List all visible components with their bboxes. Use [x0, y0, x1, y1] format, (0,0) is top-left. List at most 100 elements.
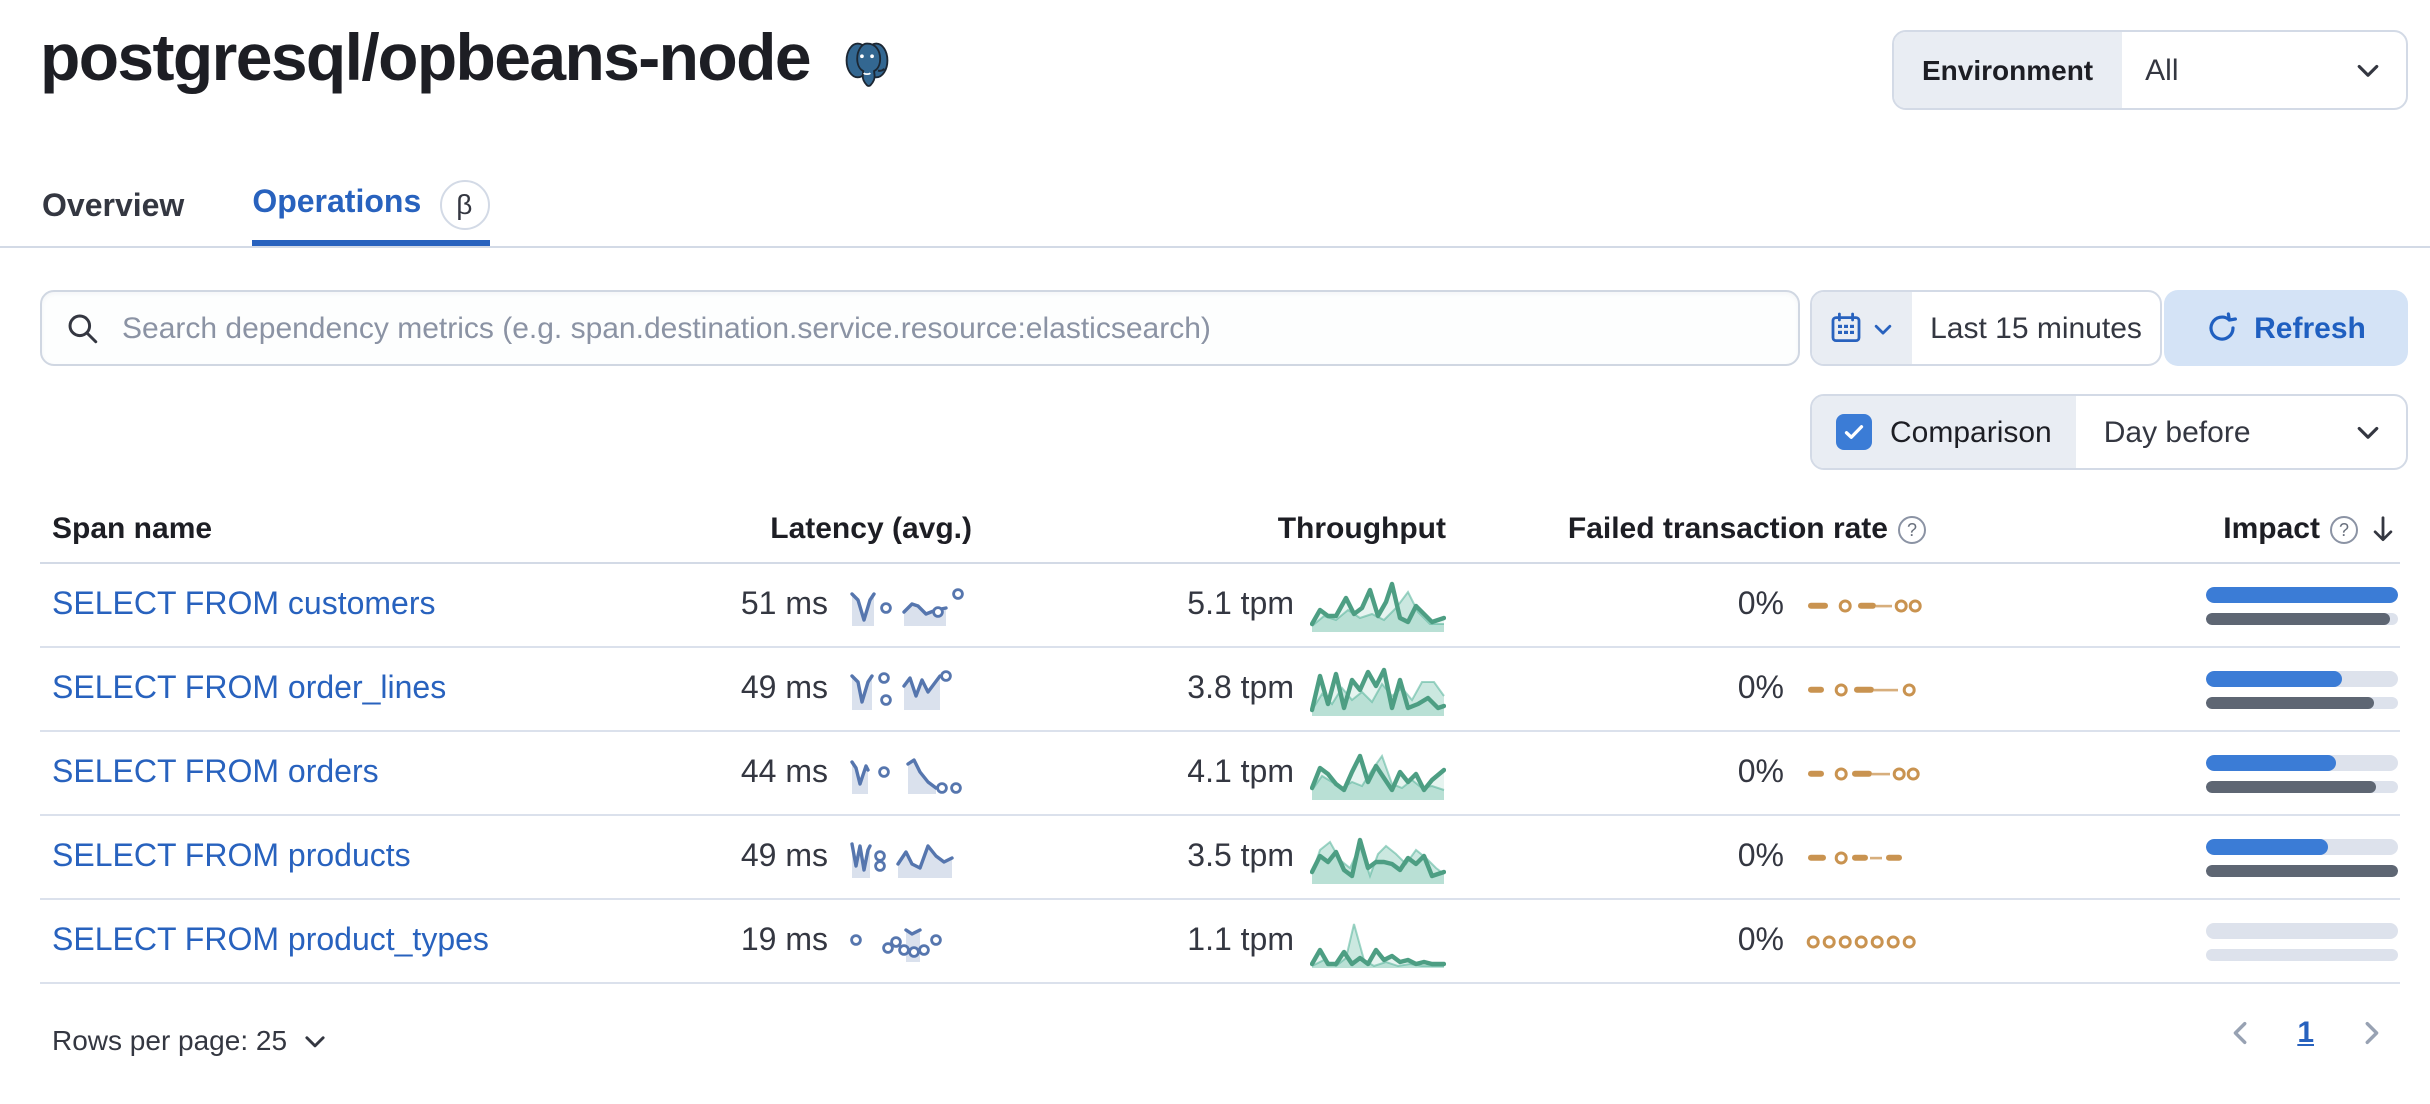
environment-value: All: [2145, 53, 2179, 87]
latency-value: 44 ms: [740, 755, 828, 789]
latency-sparkline: [850, 841, 954, 877]
quick-select-menu[interactable]: [1812, 292, 1912, 364]
latency-sparkline: [850, 927, 942, 961]
comparison-control: Comparison Day before: [1810, 394, 2408, 470]
table-row: SELECT FROM order_lines 49 ms 3.8 tpm 0%: [40, 648, 2400, 732]
failed-rate-sparkline: [1808, 850, 1902, 864]
rows-per-page-button[interactable]: Rows per page: 25: [52, 1024, 327, 1056]
table-body: SELECT FROM customers 51 ms 5.1 tpm 0% S…: [40, 564, 2400, 984]
span-name-cell: SELECT FROM orders: [52, 732, 379, 814]
table-row: SELECT FROM products 49 ms 3.5 tpm 0%: [40, 816, 2400, 900]
impact-cell: [2206, 754, 2398, 792]
comparison-checkbox[interactable]: [1836, 414, 1872, 450]
impact-cell: [2206, 586, 2398, 624]
latency-cell: 51 ms: [741, 564, 972, 646]
next-page-button[interactable]: [2356, 1018, 2386, 1048]
page-number-1[interactable]: 1: [2297, 1016, 2314, 1050]
comparison-value: Day before: [2103, 415, 2251, 449]
table-row: SELECT FROM customers 51 ms 5.1 tpm 0%: [40, 564, 2400, 648]
refresh-button[interactable]: Refresh: [2164, 290, 2408, 366]
postgresql-elephant-icon: [845, 42, 889, 87]
table-header-row: Span name Latency (avg.) Throughput Fail…: [40, 500, 2400, 564]
impact-bar-current: [2206, 754, 2398, 770]
calendar-icon: [1831, 312, 1861, 342]
latency-value: 49 ms: [740, 839, 828, 873]
impact-cell: [2206, 922, 2398, 960]
help-icon[interactable]: ?: [1898, 515, 1926, 543]
latency-value: 19 ms: [740, 923, 828, 957]
failed-rate-sparkline: [1808, 598, 1922, 612]
tab-overview[interactable]: Overview: [42, 189, 185, 223]
failed-rate-value: 0%: [1737, 839, 1784, 873]
span-name-cell: SELECT FROM products: [52, 816, 411, 898]
column-header-failed-rate: Failed transaction rate ?: [1568, 512, 1926, 546]
tab-operations[interactable]: Operations β: [252, 168, 490, 246]
search-icon: [68, 313, 98, 343]
failed-rate-value: 0%: [1737, 923, 1784, 957]
environment-label: Environment: [1894, 32, 2122, 108]
latency-sparkline: [850, 669, 952, 709]
throughput-cell: 3.8 tpm: [1187, 648, 1446, 730]
table-row: SELECT FROM orders 44 ms 4.1 tpm 0%: [40, 732, 2400, 816]
impact-bar-current: [2206, 586, 2398, 602]
dependency-title: postgresql/opbeans-node: [40, 20, 812, 94]
latency-cell: 44 ms: [741, 732, 972, 814]
throughput-cell: 4.1 tpm: [1187, 732, 1446, 814]
chevron-down-icon: [2357, 426, 2379, 439]
chevron-down-icon: [2357, 64, 2379, 77]
latency-cell: 49 ms: [741, 648, 972, 730]
throughput-sparkline: [1310, 752, 1446, 799]
latency-sparkline: [850, 757, 962, 793]
impact-bar-previous: [2206, 696, 2398, 708]
span-name-link[interactable]: SELECT FROM orders: [52, 755, 379, 789]
chevron-down-icon: [304, 1035, 324, 1047]
throughput-value: 4.1 tpm: [1187, 755, 1294, 789]
impact-bar-previous: [2206, 948, 2398, 960]
throughput-cell: 5.1 tpm: [1187, 564, 1446, 646]
latency-value: 49 ms: [740, 671, 828, 705]
page-title: postgresql/opbeans-node: [40, 20, 894, 96]
impact-bar-current: [2206, 922, 2398, 938]
pagination: 1: [2225, 1016, 2386, 1050]
chevron-left-icon: [2233, 1021, 2246, 1045]
span-name-link[interactable]: SELECT FROM products: [52, 839, 411, 873]
failed-rate-value: 0%: [1737, 671, 1784, 705]
impact-bar-previous: [2206, 864, 2398, 876]
column-header-impact[interactable]: Impact ?: [2223, 512, 2398, 546]
search-input[interactable]: [118, 309, 1774, 347]
impact-bar-previous: [2206, 780, 2398, 792]
throughput-sparkline: [1310, 666, 1446, 715]
help-icon[interactable]: ?: [2330, 515, 2358, 543]
throughput-cell: 1.1 tpm: [1187, 900, 1446, 982]
latency-cell: 49 ms: [741, 816, 972, 898]
column-header-span-name: Span name: [52, 512, 213, 546]
column-header-throughput: Throughput: [1277, 512, 1446, 546]
failed-rate-sparkline: [1806, 934, 1916, 948]
time-range-value[interactable]: Last 15 minutes: [1930, 311, 2142, 345]
comparison-label: Comparison: [1890, 415, 2052, 449]
operations-table: Span name Latency (avg.) Throughput Fail…: [40, 500, 2400, 984]
span-name-link[interactable]: SELECT FROM customers: [52, 587, 436, 621]
throughput-value: 3.5 tpm: [1187, 839, 1294, 873]
span-name-link[interactable]: SELECT FROM order_lines: [52, 671, 447, 705]
comparison-select[interactable]: Day before: [2076, 396, 2406, 468]
beta-badge: β: [439, 179, 490, 229]
environment-select[interactable]: All: [2121, 32, 2406, 108]
latency-cell: 19 ms: [741, 900, 972, 982]
throughput-sparkline: [1310, 580, 1446, 631]
sort-descending-icon: [2373, 516, 2393, 542]
time-range-picker[interactable]: Last 15 minutes: [1810, 290, 2162, 366]
span-name-cell: SELECT FROM order_lines: [52, 648, 446, 730]
previous-page-button[interactable]: [2225, 1018, 2255, 1048]
chevron-right-icon: [2365, 1021, 2379, 1045]
failed-rate-cell: 0%: [1738, 648, 1926, 730]
rows-per-page-label: Rows per page: 25: [52, 1024, 288, 1056]
search-bar: [40, 290, 1800, 366]
comparison-toggle: Comparison: [1812, 396, 2076, 468]
environment-filter[interactable]: Environment All: [1892, 30, 2408, 110]
impact-cell: [2206, 670, 2398, 708]
column-header-latency: Latency (avg.): [770, 512, 972, 546]
throughput-value: 1.1 tpm: [1187, 923, 1294, 957]
latency-sparkline: [850, 587, 964, 625]
span-name-link[interactable]: SELECT FROM product_types: [52, 923, 489, 957]
